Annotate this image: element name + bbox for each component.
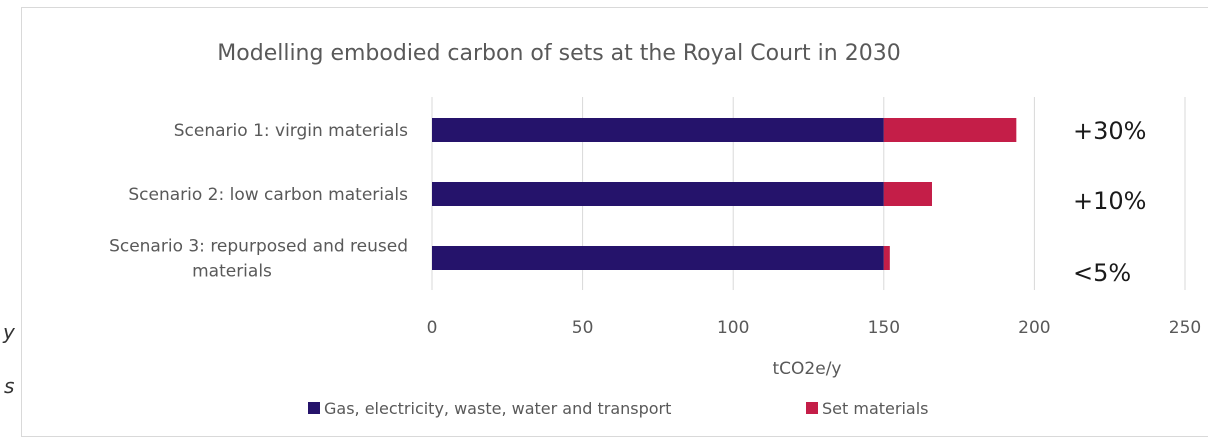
x-axis-title: tCO2e/y — [773, 359, 842, 379]
bar-set-materials-3 — [883, 246, 890, 270]
x-tick-label: 100 — [717, 318, 749, 338]
chart-frame — [21, 7, 1208, 437]
legend-swatch — [308, 402, 320, 414]
legend-label: Gas, electricity, waste, water and trans… — [324, 399, 671, 418]
legend: Gas, electricity, waste, water and trans… — [308, 399, 928, 418]
page-fragment-s: s — [4, 374, 15, 398]
bar-operational-1 — [432, 118, 884, 142]
category-label: Scenario 3: repurposed and reused — [109, 237, 408, 257]
category-label: Scenario 1: virgin materials — [174, 121, 408, 141]
percent-annotation: +10% — [1073, 187, 1146, 215]
percent-annotation: +30% — [1073, 117, 1146, 145]
x-tick-label: 150 — [868, 318, 900, 338]
page-fragment-y: y — [3, 320, 15, 344]
chart-title: Modelling embodied carbon of sets at the… — [217, 41, 900, 66]
x-tick-label: 0 — [427, 318, 438, 338]
x-tick-labels: 0 50 100 150 200 250 — [427, 318, 1202, 338]
legend-swatch — [806, 402, 818, 414]
percent-annotations: +30% +10% <5% — [1073, 117, 1146, 287]
bar-operational-3 — [432, 246, 884, 270]
bars — [432, 118, 1017, 270]
x-tick-label: 200 — [1018, 318, 1050, 338]
category-label: materials — [192, 262, 272, 282]
x-tick-label: 50 — [572, 318, 594, 338]
bar-set-materials-2 — [883, 182, 932, 206]
bar-set-materials-1 — [883, 118, 1017, 142]
x-tick-label: 250 — [1169, 318, 1201, 338]
category-labels: Scenario 1: virgin materials Scenario 2: … — [109, 121, 408, 282]
bar-operational-2 — [432, 182, 884, 206]
percent-annotation: <5% — [1073, 259, 1131, 287]
category-label: Scenario 2: low carbon materials — [128, 185, 408, 205]
legend-label: Set materials — [822, 399, 928, 418]
